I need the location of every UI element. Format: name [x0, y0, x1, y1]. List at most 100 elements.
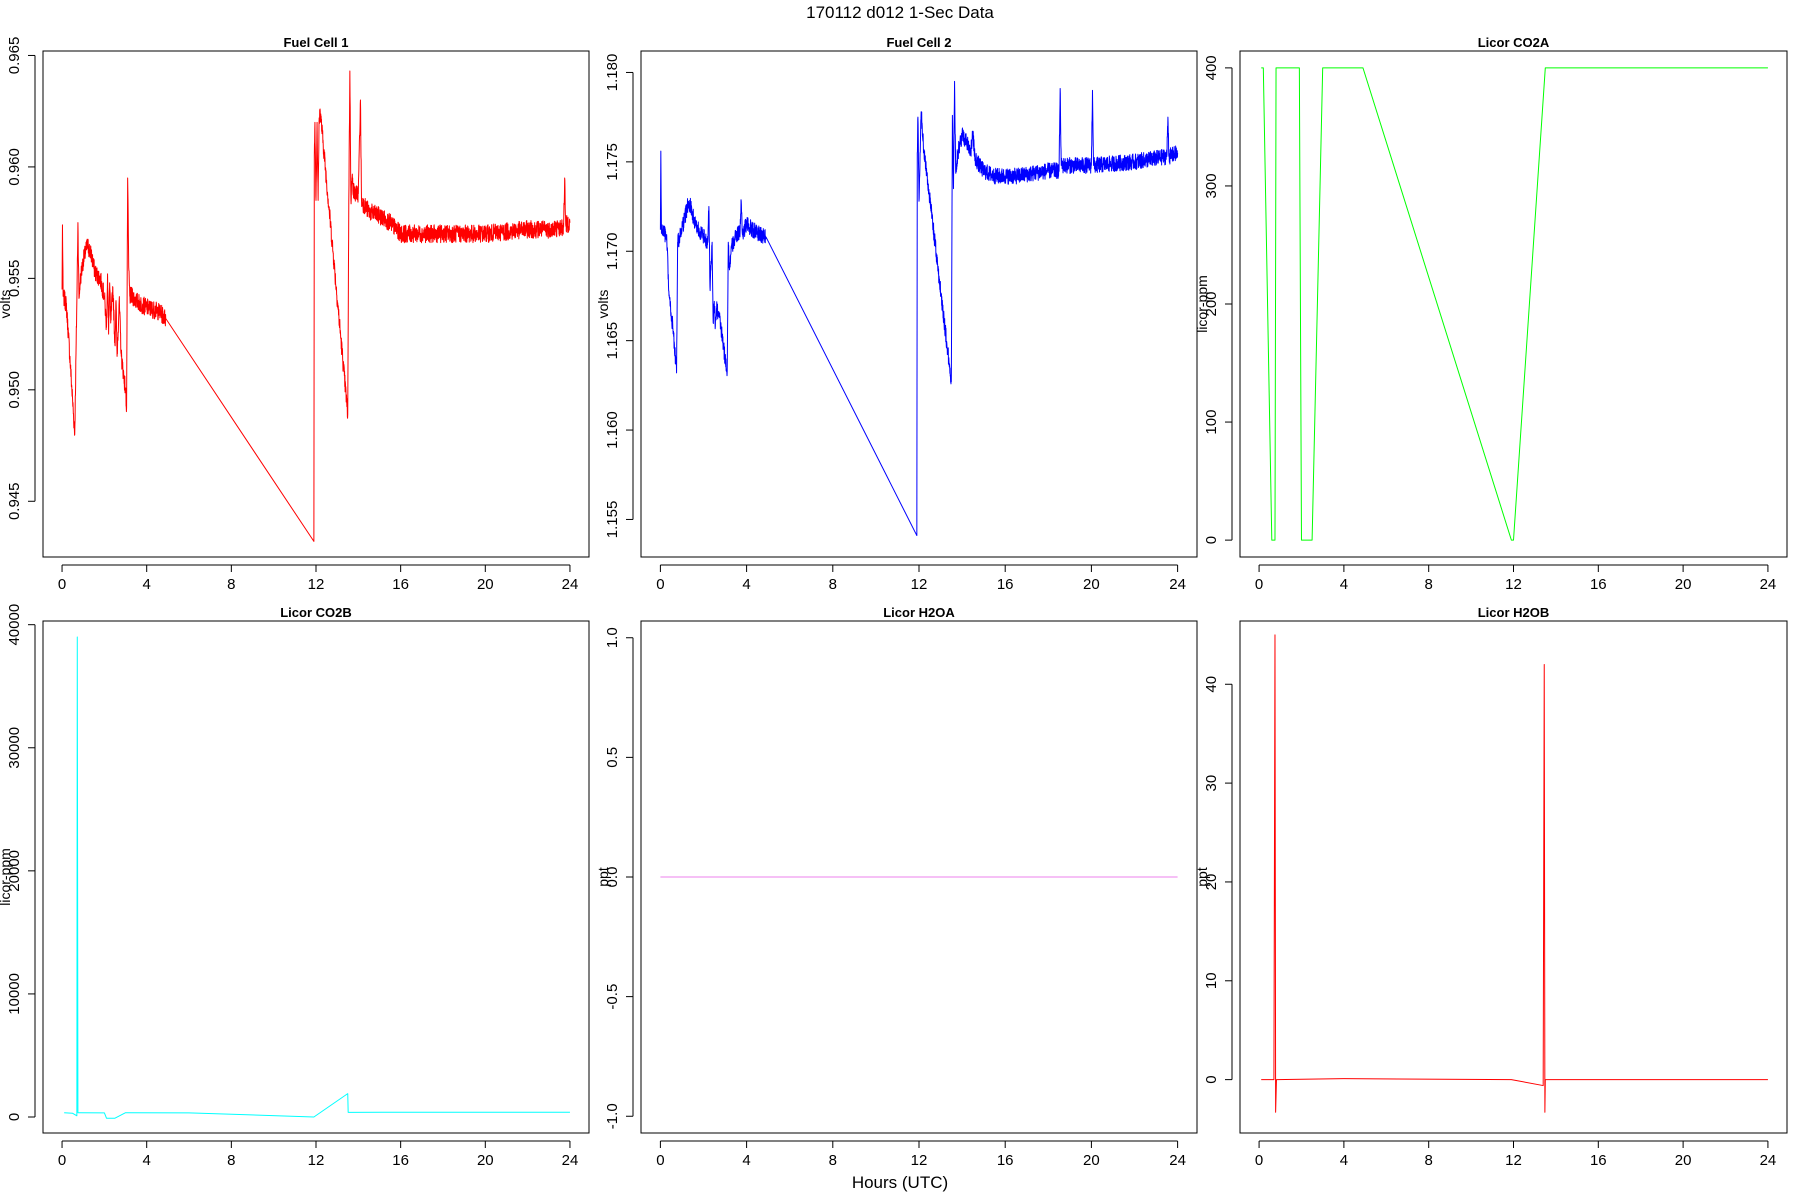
x-tick-label: 0 — [58, 1152, 66, 1169]
x-tick-label: 16 — [392, 576, 409, 593]
y-tick-label: 30 — [1203, 775, 1220, 792]
y-tick-label: -0.5 — [604, 984, 621, 1010]
series-line — [659, 80, 1179, 537]
y-tick-label: 0.955 — [6, 260, 23, 298]
x-tick-label: 0 — [1255, 576, 1263, 593]
x-tick-label: 24 — [1760, 576, 1777, 593]
y-tick-label: 10 — [1203, 972, 1220, 989]
y-tick-label: 0 — [1203, 1075, 1220, 1083]
x-tick-label: 16 — [1590, 576, 1607, 593]
x-tick-label: 12 — [1505, 576, 1522, 593]
x-tick-label: 24 — [562, 576, 579, 593]
x-tick-label: 20 — [1083, 1152, 1100, 1169]
x-tick-label: 8 — [1425, 1152, 1433, 1169]
panel-licor-co2b: Licor CO2B 0 4 8 12 16 20 24 0 10000 20000 30000 400… — [0, 604, 590, 1169]
y-tick-label: 0.960 — [6, 148, 23, 186]
panel-title: Fuel Cell 2 — [886, 35, 951, 50]
plot-frame — [640, 50, 1198, 558]
y-tick-label: 0.5 — [604, 747, 621, 768]
panel-title: Fuel Cell 1 — [283, 35, 348, 50]
y-tick-label: 100 — [1203, 410, 1220, 435]
x-tick-label: 12 — [911, 576, 928, 593]
y-tick-label: 1.165 — [604, 322, 621, 360]
x-tick-label: 12 — [911, 1152, 928, 1169]
x-tick-label: 16 — [1590, 1152, 1607, 1169]
x-tick-label: 12 — [308, 576, 325, 593]
x-tick-label: 4 — [1340, 576, 1348, 593]
x-tick-label: 20 — [1675, 576, 1692, 593]
x-tick-label: 8 — [227, 576, 235, 593]
x-tick-label: 24 — [1169, 576, 1186, 593]
x-tick-label: 0 — [1255, 1152, 1263, 1169]
y-tick-label: 1.175 — [604, 143, 621, 181]
plot-frame — [640, 620, 1198, 1134]
y-axis-label: ppt — [595, 867, 611, 887]
y-axis-label: licor-ppm — [1194, 275, 1210, 333]
x-tick-label: 4 — [1340, 1152, 1348, 1169]
x-tick-label: 12 — [1505, 1152, 1522, 1169]
panel-title: Licor CO2B — [280, 605, 352, 620]
x-tick-label: 24 — [562, 1152, 579, 1169]
series-line — [1261, 634, 1768, 1113]
y-tick-label: 1.170 — [604, 232, 621, 270]
y-tick-label: 0.950 — [6, 371, 23, 409]
plot-frame — [42, 620, 590, 1134]
x-tick-label: 24 — [1760, 1152, 1777, 1169]
panel-licor-co2a: Licor CO2A 0 4 8 12 16 20 24 0 100 200 300 400 licor-… — [1194, 35, 1788, 593]
panel-title: Licor H2OA — [883, 605, 955, 620]
panel-licor-h2ob: Licor H2OB 0 4 8 12 16 20 24 0 10 20 30 40 ppt — [1194, 605, 1788, 1169]
panel-fuel-cell-1: Fuel Cell 1 0 4 8 12 16 20 24 0.945 0.950 0.955 0.9… — [0, 35, 590, 593]
x-tick-label: 24 — [1169, 1152, 1186, 1169]
y-tick-label: -1.0 — [604, 1103, 621, 1129]
x-tick-label: 4 — [143, 1152, 151, 1169]
y-tick-label: 300 — [1203, 173, 1220, 198]
x-tick-label: 0 — [58, 576, 66, 593]
x-tick-label: 16 — [997, 1152, 1014, 1169]
y-tick-label: 0 — [1203, 536, 1220, 544]
figure-x-axis-label: Hours (UTC) — [852, 1173, 948, 1192]
x-tick-label: 8 — [829, 1152, 837, 1169]
y-tick-label: 30000 — [6, 727, 23, 769]
y-tick-label: 20 — [1203, 874, 1220, 891]
y-axis-label: ppt — [1194, 867, 1210, 887]
x-tick-label: 0 — [656, 1152, 664, 1169]
y-tick-label: 1.155 — [604, 501, 621, 539]
y-tick-label: 20000 — [6, 850, 23, 892]
panel-title: Licor CO2A — [1478, 35, 1550, 50]
figure-title: 170112 d012 1-Sec Data — [806, 3, 994, 22]
y-axis-label: volts — [595, 290, 611, 319]
y-tick-label: 0.965 — [6, 37, 23, 75]
x-tick-label: 20 — [1675, 1152, 1692, 1169]
series-line — [61, 70, 571, 542]
y-tick-label: 40000 — [6, 604, 23, 646]
x-tick-label: 0 — [656, 576, 664, 593]
x-tick-label: 8 — [227, 1152, 235, 1169]
x-tick-label: 20 — [477, 576, 494, 593]
x-tick-label: 20 — [477, 1152, 494, 1169]
y-tick-label: 1.180 — [604, 54, 621, 92]
y-tick-label: 40 — [1203, 676, 1220, 693]
plot-frame — [42, 50, 590, 558]
y-tick-label: 0.945 — [6, 482, 23, 520]
y-tick-label: 1.160 — [604, 411, 621, 449]
x-tick-label: 4 — [143, 576, 151, 593]
panel-title: Licor H2OB — [1478, 605, 1550, 620]
x-tick-label: 8 — [1425, 576, 1433, 593]
panels: Fuel Cell 1 0 4 8 12 16 20 24 0.945 0.950 0.955 0.9… — [0, 35, 1788, 1169]
y-tick-label: 200 — [1203, 291, 1220, 316]
series-line — [1261, 67, 1768, 541]
y-axis-label: volts — [0, 290, 13, 319]
x-tick-label: 12 — [308, 1152, 325, 1169]
y-axis-label: licor-ppm — [0, 848, 13, 906]
panel-licor-h2oa: Licor H2OA 0 4 8 12 16 20 24 -1.0 -0.5 0.0 0.5 1.0 pp… — [595, 605, 1198, 1169]
x-tick-label: 4 — [742, 1152, 750, 1169]
y-tick-label: 0 — [6, 1113, 23, 1121]
plot-frame — [1239, 50, 1788, 558]
y-tick-label: 1.0 — [604, 627, 621, 648]
x-tick-label: 16 — [997, 576, 1014, 593]
x-tick-label: 16 — [392, 1152, 409, 1169]
y-tick-label: 0.0 — [604, 867, 621, 888]
x-tick-label: 4 — [742, 576, 750, 593]
plot-frame — [1239, 620, 1788, 1134]
